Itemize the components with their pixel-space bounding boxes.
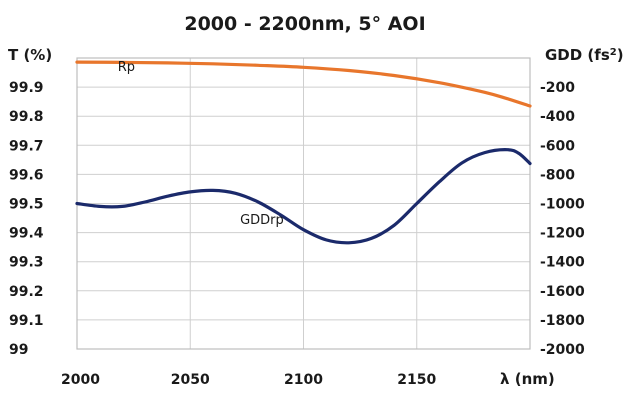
- tick-labels: 99 99.1 99.2 99.3 99.4 99.5 99.6 99.7 99.8 99.9 -2…: [9, 80, 585, 388]
- gridlines: [76, 57, 531, 350]
- y-tick-label: 99.4: [9, 226, 44, 242]
- y-tick-label: 99.9: [9, 80, 44, 96]
- x-tick-label: 2000: [61, 372, 100, 388]
- series-lines: Rp GDDrp: [75, 60, 532, 245]
- x-tick-label: 2050: [171, 372, 210, 388]
- x-tick-label: 2100: [284, 372, 323, 388]
- series-line-rp: [75, 60, 532, 108]
- y2-axis-title-base: GDD (fs: [545, 46, 610, 64]
- y2-tick-label: -600: [540, 138, 575, 154]
- y2-tick-label: -1000: [540, 197, 585, 213]
- y2-tick-label: -1800: [540, 313, 585, 329]
- series-line-gddrp: [75, 148, 532, 245]
- y-tick-label: 99.6: [9, 167, 44, 183]
- y2-tick-label: -1200: [540, 226, 585, 242]
- y2-tick-label: -400: [540, 109, 575, 125]
- y2-tick-label: -1600: [540, 284, 585, 300]
- y-tick-label: 99.1: [9, 313, 44, 329]
- x-tick-label: 2150: [397, 372, 436, 388]
- y2-axis-title-end: ): [617, 46, 624, 64]
- y-tick-label: 99: [9, 342, 28, 358]
- y-tick-label: 99.5: [9, 197, 44, 213]
- y-tick-label: 99.7: [9, 138, 44, 154]
- x-axis-title: λ (nm): [500, 370, 555, 388]
- y-tick-label: 99.2: [9, 284, 44, 300]
- chart-title: 2000 - 2200nm, 5° AOI: [184, 13, 425, 35]
- y2-tick-label: -800: [540, 167, 575, 183]
- series-label-gddrp: GDDrp: [240, 213, 284, 228]
- y-axis-title: T (%): [8, 46, 52, 64]
- y2-axis-title: GDD (fs2): [545, 46, 624, 64]
- y-tick-label: 99.8: [9, 109, 44, 125]
- y2-tick-label: -2000: [540, 342, 585, 358]
- y2-axis-title-sup: 2: [610, 47, 617, 58]
- y2-tick-label: -1400: [540, 255, 585, 271]
- series-label-rp: Rp: [118, 60, 135, 75]
- y-tick-label: 99.3: [9, 255, 44, 271]
- y2-tick-label: -200: [540, 80, 575, 96]
